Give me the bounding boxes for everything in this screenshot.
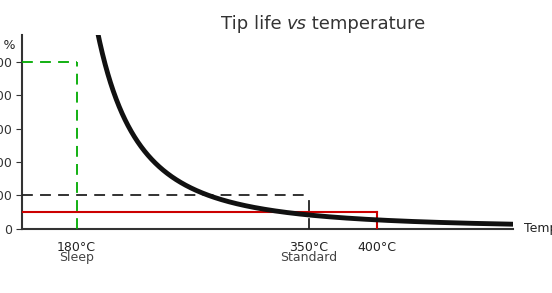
- Text: temperature: temperature: [306, 15, 426, 33]
- Text: tip life %: tip life %: [0, 39, 15, 52]
- Text: vs: vs: [287, 15, 307, 33]
- Text: 350°C: 350°C: [289, 241, 328, 254]
- Text: 400°C: 400°C: [357, 241, 396, 254]
- Text: Tip life: Tip life: [221, 15, 287, 33]
- Text: 180°C: 180°C: [57, 241, 96, 254]
- Text: Sleep: Sleep: [59, 251, 94, 264]
- Text: Standard: Standard: [280, 251, 337, 264]
- Text: Temp: Temp: [524, 222, 552, 235]
